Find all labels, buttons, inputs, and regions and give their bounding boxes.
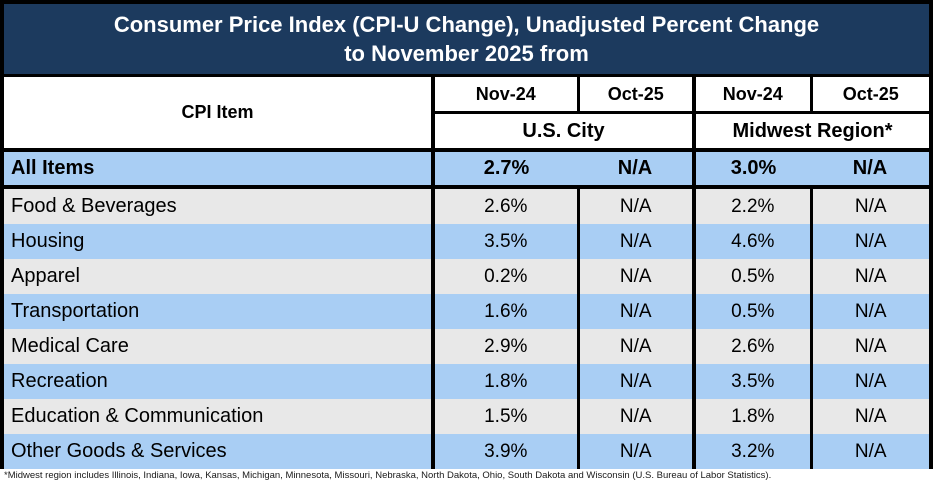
cell-value: N/A (809, 259, 929, 294)
cell-value: N/A (809, 399, 929, 434)
cell-value: 2.6% (692, 329, 811, 364)
header-cpi-item: CPI Item (4, 77, 433, 152)
header-group-us-city: U.S. City (431, 112, 694, 150)
cell-value: 1.8% (431, 364, 578, 399)
row-label: Education & Communication (4, 399, 433, 434)
header-uscity-oct25: Oct-25 (576, 77, 694, 114)
row-label: Other Goods & Services (4, 434, 433, 469)
cell-value: 2.6% (431, 187, 578, 224)
cell-value: 1.5% (431, 399, 578, 434)
row-label: Medical Care (4, 329, 433, 364)
cell-value: N/A (576, 329, 694, 364)
cell-value: N/A (578, 148, 694, 189)
table-row-housing: Housing 3.5% N/A 4.6% N/A (4, 224, 929, 259)
table-title: Consumer Price Index (CPI-U Change), Una… (4, 4, 929, 77)
header-row-regions: U.S. City Midwest Region* (4, 112, 929, 150)
cell-value: N/A (576, 434, 694, 469)
cpi-table: CPI Item Nov-24 Oct-25 Nov-24 Oct-25 U.S… (4, 77, 929, 469)
table-row-transportation: Transportation 1.6% N/A 0.5% N/A (4, 294, 929, 329)
row-label: Recreation (4, 364, 433, 399)
cpi-table-frame: Consumer Price Index (CPI-U Change), Una… (0, 0, 933, 469)
cell-value: 0.5% (692, 294, 811, 329)
cell-value: 2.9% (431, 329, 578, 364)
cell-value: N/A (576, 399, 694, 434)
header-midwest-oct25: Oct-25 (809, 77, 929, 114)
cell-value: 1.8% (692, 399, 811, 434)
row-label: Transportation (4, 294, 433, 329)
header-uscity-nov24: Nov-24 (431, 77, 578, 114)
cell-value: N/A (809, 224, 929, 259)
cell-value: N/A (811, 148, 929, 189)
cell-value: 0.5% (692, 259, 811, 294)
table-row-other-goods-services: Other Goods & Services 3.9% N/A 3.2% N/A (4, 434, 929, 469)
table-row-all-items: All Items 2.7% N/A 3.0% N/A (4, 148, 929, 189)
cell-value: 2.7% (431, 148, 578, 189)
header-group-midwest: Midwest Region* (692, 112, 929, 150)
cell-value: 3.5% (431, 224, 578, 259)
cell-value: N/A (576, 187, 694, 224)
table-row-medical-care: Medical Care 2.9% N/A 2.6% N/A (4, 329, 929, 364)
cell-value: N/A (809, 364, 929, 399)
header-midwest-nov24: Nov-24 (692, 77, 811, 114)
cell-value: 4.6% (692, 224, 811, 259)
cell-value: N/A (809, 294, 929, 329)
cell-value: 2.2% (692, 187, 811, 224)
table-row-recreation: Recreation 1.8% N/A 3.5% N/A (4, 364, 929, 399)
cell-value: N/A (809, 329, 929, 364)
cell-value: 3.9% (431, 434, 578, 469)
row-label: All Items (4, 148, 433, 189)
cell-value: N/A (576, 224, 694, 259)
cell-value: N/A (576, 294, 694, 329)
cell-value: N/A (809, 187, 929, 224)
cell-value: 3.2% (692, 434, 811, 469)
table-title-line2: to November 2025 from (344, 40, 589, 66)
cell-value: N/A (809, 434, 929, 469)
cell-value: 3.5% (692, 364, 811, 399)
cell-value: N/A (576, 259, 694, 294)
row-label: Housing (4, 224, 433, 259)
cell-value: 0.2% (431, 259, 578, 294)
footnote-clipped: *Midwest region includes Illinois, India… (4, 470, 772, 481)
row-label: Food & Beverages (4, 187, 433, 224)
cell-value: 1.6% (431, 294, 578, 329)
cell-value: N/A (576, 364, 694, 399)
cell-value: 3.0% (692, 148, 811, 189)
table-row-apparel: Apparel 0.2% N/A 0.5% N/A (4, 259, 929, 294)
table-title-line1: Consumer Price Index (CPI-U Change), Una… (113, 11, 820, 37)
header-row-periods: CPI Item Nov-24 Oct-25 Nov-24 Oct-25 (4, 77, 929, 152)
row-label: Apparel (4, 259, 433, 294)
table-row-education-communication: Education & Communication 1.5% N/A 1.8% … (4, 399, 929, 434)
table-row-food-beverages: Food & Beverages 2.6% N/A 2.2% N/A (4, 187, 929, 224)
